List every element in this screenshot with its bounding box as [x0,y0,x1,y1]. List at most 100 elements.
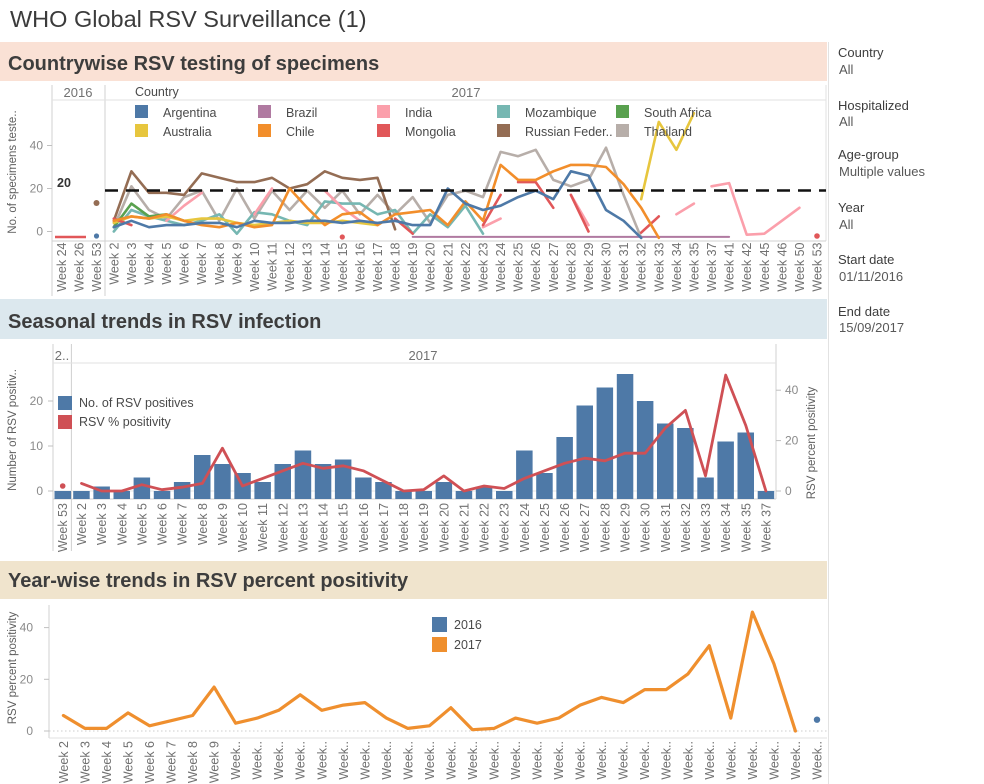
svg-text:10: 10 [30,439,44,453]
svg-text:Week..: Week.. [358,741,372,780]
svg-text:2..: 2.. [55,348,69,363]
svg-text:Week 29: Week 29 [619,503,633,552]
svg-text:Mongolia: Mongolia [405,125,456,139]
svg-text:Week 26: Week 26 [558,503,572,552]
svg-text:Week 6: Week 6 [156,503,170,545]
svg-text:Week 21: Week 21 [441,242,455,291]
svg-text:Week 24: Week 24 [518,503,532,552]
svg-text:Week 22: Week 22 [478,503,492,552]
svg-text:Week 53: Week 53 [56,503,70,552]
svg-text:Week 14: Week 14 [317,503,331,552]
svg-text:0: 0 [26,724,33,738]
svg-text:2017: 2017 [454,638,482,652]
svg-text:Week..: Week.. [401,741,415,780]
svg-text:Week..: Week.. [315,741,329,780]
svg-text:Week 11: Week 11 [256,503,270,551]
svg-text:Week 5: Week 5 [122,741,136,783]
svg-text:South Africa: South Africa [644,106,711,120]
svg-text:Week 3: Week 3 [78,741,92,783]
svg-text:20: 20 [785,434,799,448]
svg-text:Week..: Week.. [574,741,588,780]
svg-text:Week..: Week.. [251,741,265,780]
svg-text:Week 41: Week 41 [723,242,737,291]
svg-text:Week 29: Week 29 [582,242,596,291]
svg-text:Week 31: Week 31 [617,242,631,291]
svg-text:Week 34: Week 34 [670,242,684,291]
svg-text:Week 45: Week 45 [758,242,772,291]
svg-text:2016: 2016 [454,618,482,632]
svg-text:Week 3: Week 3 [95,503,109,545]
svg-text:Week 11: Week 11 [266,242,280,290]
svg-text:40: 40 [20,621,34,635]
svg-text:Week 9: Week 9 [208,741,222,783]
svg-text:Week 30: Week 30 [639,503,653,552]
svg-text:Week 25: Week 25 [538,503,552,552]
svg-text:Mozambique: Mozambique [525,106,597,120]
svg-text:Week 37: Week 37 [759,503,773,552]
svg-text:Week 2: Week 2 [75,503,89,545]
svg-text:Week 10: Week 10 [236,503,250,552]
svg-text:Chile: Chile [286,125,315,139]
svg-text:20: 20 [30,182,44,196]
svg-text:Week..: Week.. [294,741,308,780]
svg-text:Week 9: Week 9 [230,242,244,284]
svg-text:Week 46: Week 46 [775,242,789,291]
svg-text:2016: 2016 [64,85,93,100]
svg-text:Week..: Week.. [746,741,760,780]
svg-text:Week 50: Week 50 [793,242,807,291]
svg-text:RSV % positivity: RSV % positivity [79,415,171,429]
svg-text:Russian Feder..: Russian Feder.. [525,125,613,139]
svg-text:Week 16: Week 16 [357,503,371,552]
svg-text:Week 32: Week 32 [635,242,649,291]
svg-text:20: 20 [20,672,34,686]
svg-text:Week 8: Week 8 [186,741,200,783]
svg-text:Week 30: Week 30 [600,242,614,291]
svg-text:Week 33: Week 33 [652,242,666,291]
svg-text:RSV percent positivity: RSV percent positivity [806,387,818,500]
svg-text:Week 28: Week 28 [564,242,578,291]
svg-text:Week..: Week.. [638,741,652,780]
svg-text:Week..: Week.. [272,741,286,780]
svg-text:Week 26: Week 26 [73,242,87,291]
svg-text:Week..: Week.. [552,741,566,780]
svg-text:No. of specimens teste..: No. of specimens teste.. [7,110,19,233]
svg-text:Week..: Week.. [789,741,803,780]
svg-text:Week..: Week.. [811,741,825,780]
svg-text:Week 17: Week 17 [371,242,385,291]
svg-text:Week 17: Week 17 [377,503,391,552]
svg-text:40: 40 [30,139,44,153]
svg-text:20: 20 [30,394,44,408]
svg-text:Week 5: Week 5 [160,242,174,284]
svg-text:Week 31: Week 31 [659,503,673,552]
svg-text:0: 0 [785,484,792,498]
svg-text:2017: 2017 [409,348,438,363]
svg-text:Week..: Week.. [660,741,674,780]
svg-text:Week 7: Week 7 [165,741,179,783]
svg-text:Thailand: Thailand [644,125,692,139]
svg-text:Week 20: Week 20 [424,242,438,291]
svg-text:Week..: Week.. [703,741,717,780]
svg-text:India: India [405,106,432,120]
svg-text:Week..: Week.. [488,741,502,780]
svg-text:Week 15: Week 15 [337,503,351,552]
svg-text:Week 3: Week 3 [125,242,139,284]
svg-text:Week..: Week.. [681,741,695,780]
svg-text:Week 4: Week 4 [143,242,157,284]
svg-text:Week 12: Week 12 [283,242,297,291]
svg-text:Week 53: Week 53 [811,242,825,291]
svg-text:Week 37: Week 37 [705,242,719,291]
svg-text:0: 0 [36,225,43,239]
svg-text:Week..: Week.. [509,741,523,780]
svg-text:Week 19: Week 19 [417,503,431,552]
svg-text:2017: 2017 [452,85,481,100]
svg-text:Week 24: Week 24 [55,242,69,291]
svg-text:20: 20 [57,176,71,190]
svg-text:Week 4: Week 4 [115,503,129,545]
svg-text:Week 7: Week 7 [195,242,209,284]
svg-text:Week..: Week.. [617,741,631,780]
svg-text:Week 27: Week 27 [578,503,592,552]
svg-text:Week 26: Week 26 [529,242,543,291]
svg-text:Week 42: Week 42 [740,242,754,291]
svg-text:Week..: Week.. [423,741,437,780]
svg-text:Week 5: Week 5 [135,503,149,545]
